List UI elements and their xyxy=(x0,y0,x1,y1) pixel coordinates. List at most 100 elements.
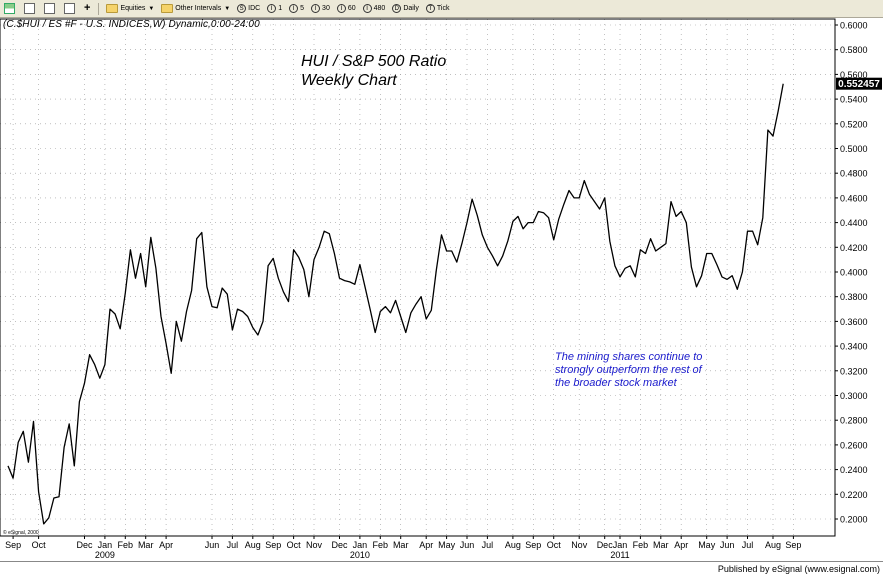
interval-label: 1 xyxy=(278,5,283,12)
x-tick-label: Nov xyxy=(306,540,323,550)
interval-label: 5 xyxy=(300,5,305,12)
x-tick-label: Jul xyxy=(227,540,239,550)
interval-daily-button[interactable]: D Daily xyxy=(389,2,422,16)
y-tick-label: 0.5200 xyxy=(840,119,868,129)
interval-label: Daily xyxy=(403,5,419,12)
annotation-line: The mining shares continue to xyxy=(555,351,702,363)
add-icon[interactable]: + xyxy=(84,2,91,14)
x-tick-label: Dec xyxy=(76,540,93,550)
annotation-line: the broader stock market xyxy=(555,377,678,389)
document-icon[interactable] xyxy=(41,2,60,16)
footer-text: Published by eSignal (www.esignal.com) xyxy=(717,564,880,574)
y-tick-label: 0.5000 xyxy=(840,144,868,154)
x-tick-label: Jul xyxy=(742,540,754,550)
year-label: 2010 xyxy=(350,550,370,560)
year-label: 2009 xyxy=(95,550,115,560)
y-tick-label: 0.3000 xyxy=(840,391,868,401)
grid-icon[interactable] xyxy=(21,2,40,16)
chart-header: (C.$HUI / ES #F - U.S. INDICES,W) Dynami… xyxy=(3,19,260,30)
y-tick-label: 0.2400 xyxy=(840,465,868,475)
last-price-background xyxy=(836,77,882,90)
chart-title: HUI / S&P 500 Ratio xyxy=(301,53,446,70)
status-bar: Published by eSignal (www.esignal.com) xyxy=(0,561,883,575)
y-tick-label: 0.2600 xyxy=(840,440,868,450)
x-tick-label: Oct xyxy=(287,540,302,550)
clock-icon: I xyxy=(336,4,346,13)
x-tick-label: Jan xyxy=(353,540,368,550)
x-tick-label: Jan xyxy=(613,540,628,550)
interval-60-button[interactable]: I 60 xyxy=(334,2,359,16)
interval-label: Tick xyxy=(436,5,450,12)
y-tick-label: 0.5600 xyxy=(840,70,868,80)
y-tick-label: 0.2000 xyxy=(840,515,868,525)
interval-480-button[interactable]: I 480 xyxy=(360,2,389,16)
x-tick-label: Dec xyxy=(597,540,614,550)
interval-30-button[interactable]: I 30 xyxy=(308,2,333,16)
other-intervals-dropdown[interactable]: Other Intervals ▼ xyxy=(158,2,233,16)
y-tick-label: 0.3800 xyxy=(840,292,868,302)
x-tick-label: Jul xyxy=(482,540,494,550)
chevron-down-icon: ▼ xyxy=(224,5,231,12)
interval-idc-button[interactable]: S IDC xyxy=(234,2,263,16)
clock-icon: I xyxy=(267,4,277,13)
toolbar: + Equities ▼ Other Intervals ▼ S IDC I 1… xyxy=(0,0,883,18)
y-tick-label: 0.5800 xyxy=(840,45,868,55)
x-tick-label: Sep xyxy=(785,540,801,550)
x-tick-label: Feb xyxy=(633,540,649,550)
x-tick-label: Jun xyxy=(460,540,475,550)
x-tick-label: May xyxy=(698,540,716,550)
x-tick-label: Oct xyxy=(547,540,562,550)
x-tick-label: Nov xyxy=(571,540,588,550)
x-tick-label: Sep xyxy=(525,540,541,550)
interval-label: 60 xyxy=(347,5,356,12)
x-tick-label: Dec xyxy=(331,540,348,550)
equities-label: Equities xyxy=(120,5,146,12)
toolbar-separator xyxy=(98,2,100,15)
x-tick-label: Aug xyxy=(505,540,521,550)
folder-icon xyxy=(161,4,174,13)
layout-icon[interactable] xyxy=(61,2,80,16)
interval-1-button[interactable]: I 1 xyxy=(264,2,285,16)
chart-subtitle: Weekly Chart xyxy=(301,72,397,89)
clock-icon: T xyxy=(425,4,435,13)
copyright-label: © eSignal, 2000 xyxy=(3,529,39,536)
interval-label: 30 xyxy=(322,5,330,12)
x-tick-label: Apr xyxy=(159,540,173,550)
folder-icon xyxy=(106,4,119,13)
x-tick-label: Jun xyxy=(205,540,220,550)
chart-icon[interactable] xyxy=(1,2,20,16)
last-price-label: 0.552457 xyxy=(838,79,880,90)
y-tick-label: 0.3400 xyxy=(840,342,868,352)
x-tick-label: Aug xyxy=(765,540,781,550)
clock-icon: I xyxy=(289,4,299,13)
last-price-box: 0.552457 xyxy=(836,77,882,90)
x-tick-label: Mar xyxy=(653,540,669,550)
clock-icon: S xyxy=(237,4,247,13)
equities-dropdown[interactable]: Equities ▼ xyxy=(103,2,157,16)
y-tick-label: 0.2200 xyxy=(840,490,868,500)
y-tick-label: 0.3600 xyxy=(840,317,868,327)
x-tick-label: May xyxy=(438,540,456,550)
x-tick-label: Jun xyxy=(720,540,735,550)
interval-label: IDC xyxy=(248,5,261,12)
x-tick-label: Mar xyxy=(138,540,154,550)
y-tick-label: 0.4000 xyxy=(840,268,868,278)
x-tick-label: Jan xyxy=(98,540,113,550)
x-tick-label: Sep xyxy=(5,540,21,550)
axes: 0.2000 0.2200 0.2400 0.2600 0.2800 0.3000 0.32… xyxy=(5,21,867,561)
x-tick-label: Oct xyxy=(32,540,47,550)
y-tick-label: 0.2800 xyxy=(840,416,868,426)
grid xyxy=(0,19,835,536)
chevron-down-icon: ▼ xyxy=(148,5,155,12)
x-tick-label: Sep xyxy=(265,540,281,550)
interval-tick-button[interactable]: T Tick xyxy=(423,2,453,16)
y-tick-label: 0.5400 xyxy=(840,95,868,105)
y-tick-label: 0.4800 xyxy=(840,169,868,179)
x-tick-label: Feb xyxy=(373,540,389,550)
y-tick-label: 0.4400 xyxy=(840,218,868,228)
interval-5-button[interactable]: I 5 xyxy=(286,2,307,16)
labels: HUI / S&P 500 Ratio Weekly Chart The min… xyxy=(3,53,703,536)
y-tick-label: 0.4200 xyxy=(840,243,868,253)
annotation-line: strongly outperform the rest of xyxy=(555,364,703,376)
